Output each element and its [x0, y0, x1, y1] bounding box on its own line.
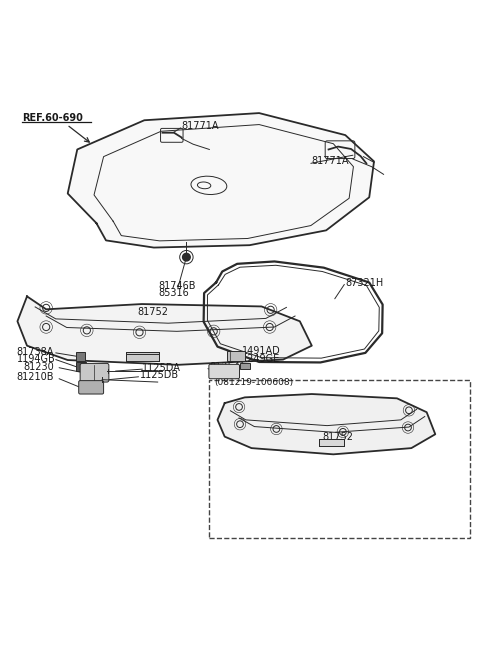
Polygon shape: [68, 113, 374, 248]
Polygon shape: [217, 394, 435, 455]
Text: 85316: 85316: [158, 288, 190, 298]
Text: (081219-100608): (081219-100608): [215, 378, 294, 387]
Text: 81210B: 81210B: [16, 372, 54, 383]
Bar: [320, 439, 344, 445]
Text: 81771A: 81771A: [181, 121, 219, 130]
Text: 81254: 81254: [209, 362, 240, 372]
Bar: [240, 363, 250, 369]
Text: 81230: 81230: [24, 362, 54, 372]
Polygon shape: [17, 297, 312, 365]
Text: 1249GE: 1249GE: [242, 354, 280, 364]
Text: 87321H: 87321H: [345, 278, 384, 288]
Text: 81771A: 81771A: [312, 156, 349, 166]
Bar: [227, 352, 245, 362]
Text: 81752: 81752: [137, 307, 168, 317]
Text: 1491AD: 1491AD: [242, 346, 281, 356]
FancyBboxPatch shape: [209, 364, 240, 379]
FancyBboxPatch shape: [80, 364, 109, 382]
FancyBboxPatch shape: [79, 381, 104, 394]
Text: 1194GB: 1194GB: [16, 354, 55, 364]
Text: 81752: 81752: [323, 432, 353, 441]
Bar: [76, 352, 85, 360]
Text: 81746B: 81746B: [158, 282, 196, 291]
Text: 81738A: 81738A: [16, 347, 54, 357]
Text: 1125DA: 1125DA: [143, 363, 181, 373]
Circle shape: [182, 253, 190, 261]
Bar: [126, 352, 158, 360]
Text: 1125DB: 1125DB: [140, 370, 179, 381]
Bar: [209, 380, 470, 538]
Bar: [76, 362, 86, 371]
Text: REF.60-690: REF.60-690: [22, 113, 83, 123]
